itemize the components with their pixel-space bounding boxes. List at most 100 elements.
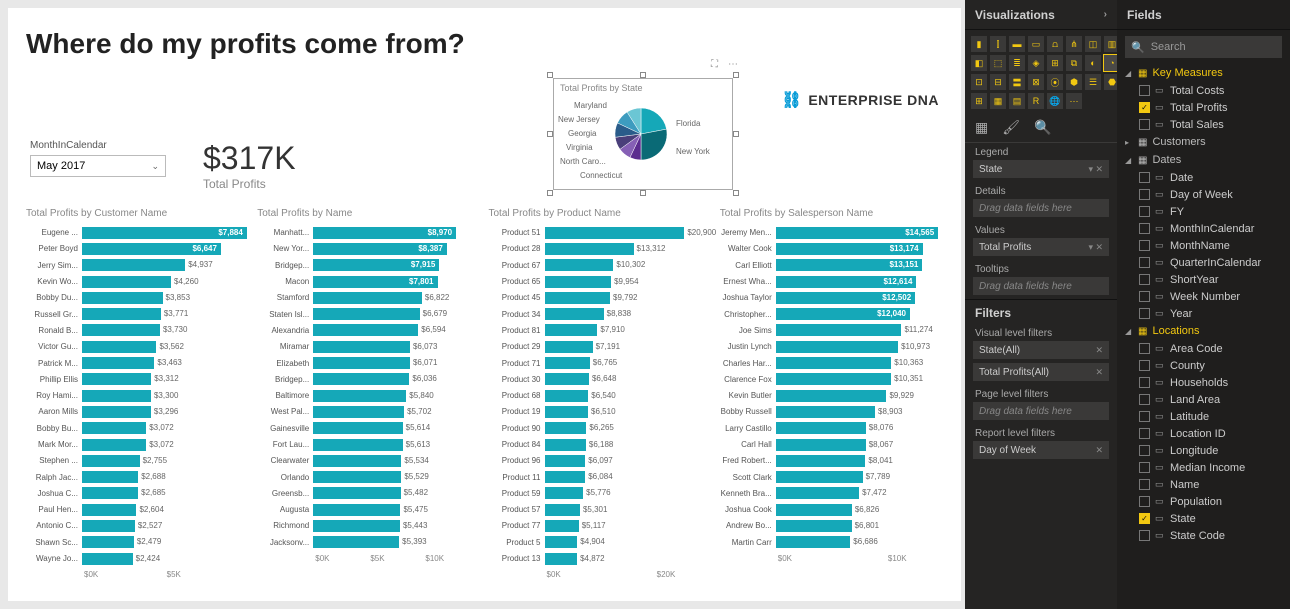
field-checkbox[interactable] — [1139, 360, 1150, 371]
field-item[interactable]: ▭Area Code — [1117, 340, 1290, 357]
well-remove-icon[interactable]: ▾ ✕ — [1088, 164, 1103, 175]
viz-type-icon[interactable]: 🌐 — [1047, 93, 1063, 109]
field-checkbox[interactable]: ✓ — [1139, 513, 1150, 524]
fields-tab-icon[interactable]: ▦ — [975, 119, 988, 136]
filter-dropzone[interactable]: Drag data fields here — [973, 402, 1109, 420]
slicer-dropdown[interactable]: May 2017 ⌄ — [30, 155, 166, 177]
bar-chart[interactable]: Total Profits by Customer NameEugene ...… — [26, 208, 249, 591]
field-checkbox[interactable] — [1139, 85, 1150, 96]
viz-type-icon[interactable]: ▬ — [1009, 36, 1025, 52]
filter-card[interactable]: Day of Week✕ — [973, 441, 1109, 459]
viz-type-icon[interactable]: ⧉ — [1066, 55, 1082, 71]
field-checkbox[interactable] — [1139, 343, 1150, 354]
viz-type-icon[interactable]: ⬚ — [990, 55, 1006, 71]
field-checkbox[interactable] — [1139, 274, 1150, 285]
filter-remove-icon[interactable]: ✕ — [1095, 367, 1103, 378]
format-tab-icon[interactable]: 🖌 — [1002, 119, 1020, 136]
viz-type-icon[interactable]: ⋯ — [1066, 93, 1082, 109]
field-table[interactable]: ◢▦Key Measures — [1117, 64, 1290, 82]
field-checkbox[interactable] — [1139, 308, 1150, 319]
field-item[interactable]: ▭FY — [1117, 203, 1290, 220]
viz-type-icon[interactable]: ◧ — [971, 55, 987, 71]
field-checkbox[interactable] — [1139, 530, 1150, 541]
field-item[interactable]: ▭ShortYear — [1117, 271, 1290, 288]
field-item[interactable]: ▭Day of Week — [1117, 186, 1290, 203]
fields-search[interactable]: 🔍 Search — [1125, 36, 1282, 58]
field-item[interactable]: ▭Median Income — [1117, 459, 1290, 476]
field-item[interactable]: ▭Total Sales — [1117, 116, 1290, 133]
viz-type-icon[interactable]: ⋔ — [1066, 36, 1082, 52]
filter-remove-icon[interactable]: ✕ — [1095, 345, 1103, 356]
viz-type-icon[interactable]: ◫ — [1085, 36, 1101, 52]
field-checkbox[interactable] — [1139, 496, 1150, 507]
field-checkbox[interactable] — [1139, 462, 1150, 473]
field-item[interactable]: ▭Year — [1117, 305, 1290, 322]
viz-type-icon[interactable]: ⦿ — [1047, 74, 1063, 90]
viz-type-icon[interactable]: ▭ — [1028, 36, 1044, 52]
field-checkbox[interactable] — [1139, 172, 1150, 183]
field-checkbox[interactable] — [1139, 223, 1150, 234]
field-item[interactable]: ✓▭State — [1117, 510, 1290, 527]
field-item[interactable]: ▭Longitude — [1117, 442, 1290, 459]
field-checkbox[interactable] — [1139, 445, 1150, 456]
well-remove-icon[interactable]: ▾ ✕ — [1088, 242, 1103, 253]
viz-type-icon[interactable]: ▦ — [990, 93, 1006, 109]
field-table[interactable]: ◢▦Dates — [1117, 151, 1290, 169]
field-item[interactable]: ▭Households — [1117, 374, 1290, 391]
visualizations-header[interactable]: Visualizations › — [965, 0, 1117, 30]
field-checkbox[interactable] — [1139, 411, 1150, 422]
viz-type-icon[interactable]: R — [1028, 93, 1044, 109]
fields-header[interactable]: Fields — [1117, 0, 1290, 30]
viz-type-icon[interactable]: ⊟ — [990, 74, 1006, 90]
field-well[interactable]: Drag data fields here — [973, 277, 1109, 295]
viz-type-icon[interactable]: ≣ — [1009, 55, 1025, 71]
field-item[interactable]: ▭Location ID — [1117, 425, 1290, 442]
field-checkbox[interactable] — [1139, 240, 1150, 251]
filter-card[interactable]: Total Profits(All)✕ — [973, 363, 1109, 381]
field-checkbox[interactable]: ✓ — [1139, 102, 1150, 113]
field-item[interactable]: ▭Date — [1117, 169, 1290, 186]
bar-chart[interactable]: Total Profits by NameManhatt...$8,970New… — [257, 208, 480, 591]
field-item[interactable]: ✓▭Total Profits — [1117, 99, 1290, 116]
field-table[interactable]: ◢▦Locations — [1117, 322, 1290, 340]
viz-type-icon[interactable]: ◐ — [1085, 55, 1101, 71]
field-checkbox[interactable] — [1139, 394, 1150, 405]
field-item[interactable]: ▭Name — [1117, 476, 1290, 493]
viz-type-icon[interactable]: ⊞ — [971, 93, 987, 109]
field-table[interactable]: ▸▦Customers — [1117, 133, 1290, 151]
field-item[interactable]: ▭County — [1117, 357, 1290, 374]
field-well[interactable]: Drag data fields here — [973, 199, 1109, 217]
viz-type-icon[interactable]: ⊠ — [1028, 74, 1044, 90]
field-item[interactable]: ▭Land Area — [1117, 391, 1290, 408]
pie-chart-visual[interactable]: ⛶ ⋯ Total Profits by State FloridaNew Yo… — [553, 78, 733, 190]
field-checkbox[interactable] — [1139, 189, 1150, 200]
viz-type-icon[interactable]: ☰ — [1085, 74, 1101, 90]
viz-type-icon[interactable]: ⩍ — [1047, 36, 1063, 52]
more-options-icon[interactable]: ⋯ — [728, 59, 738, 70]
field-checkbox[interactable] — [1139, 479, 1150, 490]
field-checkbox[interactable] — [1139, 291, 1150, 302]
field-item[interactable]: ▭Total Costs — [1117, 82, 1290, 99]
viz-type-icon[interactable]: ⊞ — [1047, 55, 1063, 71]
viz-type-icon[interactable]: ⊡ — [971, 74, 987, 90]
field-item[interactable]: ▭Week Number — [1117, 288, 1290, 305]
field-checkbox[interactable] — [1139, 206, 1150, 217]
viz-type-icon[interactable]: ▤ — [1009, 93, 1025, 109]
viz-type-icon[interactable]: ⫿ — [990, 36, 1006, 52]
analytics-tab-icon[interactable]: 🔍 — [1034, 119, 1051, 136]
field-item[interactable]: ▭MonthName — [1117, 237, 1290, 254]
viz-type-icon[interactable]: ▮ — [971, 36, 987, 52]
field-item[interactable]: ▭Latitude — [1117, 408, 1290, 425]
field-checkbox[interactable] — [1139, 257, 1150, 268]
field-checkbox[interactable] — [1139, 377, 1150, 388]
focus-mode-icon[interactable]: ⛶ — [711, 59, 718, 70]
bar-chart[interactable]: Total Profits by Salesperson NameJeremy … — [720, 208, 943, 591]
viz-type-icon[interactable]: 〓 — [1009, 74, 1025, 90]
field-checkbox[interactable] — [1139, 428, 1150, 439]
field-item[interactable]: ▭QuarterInCalendar — [1117, 254, 1290, 271]
filter-remove-icon[interactable]: ✕ — [1095, 445, 1103, 456]
field-well[interactable]: State▾ ✕ — [973, 160, 1109, 178]
bar-chart[interactable]: Total Profits by Product NameProduct 51$… — [489, 208, 712, 591]
viz-type-icon[interactable]: ◈ — [1028, 55, 1044, 71]
filter-card[interactable]: State(All)✕ — [973, 341, 1109, 359]
